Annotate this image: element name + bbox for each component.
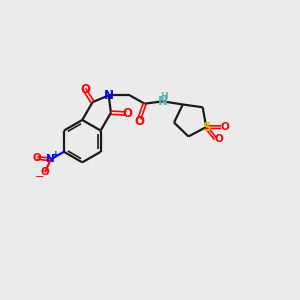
Text: O: O <box>122 107 132 120</box>
Text: O: O <box>80 83 91 96</box>
Text: +: + <box>52 150 59 159</box>
Text: O: O <box>134 115 144 128</box>
Text: −: − <box>35 172 44 182</box>
Text: N: N <box>104 89 114 102</box>
Text: N: N <box>158 95 168 108</box>
Text: S: S <box>202 121 211 134</box>
Text: N: N <box>46 154 55 164</box>
Text: O: O <box>41 167 50 177</box>
Text: O: O <box>220 122 229 132</box>
Text: O: O <box>32 153 41 163</box>
Text: H: H <box>160 92 167 100</box>
Text: O: O <box>215 134 224 144</box>
